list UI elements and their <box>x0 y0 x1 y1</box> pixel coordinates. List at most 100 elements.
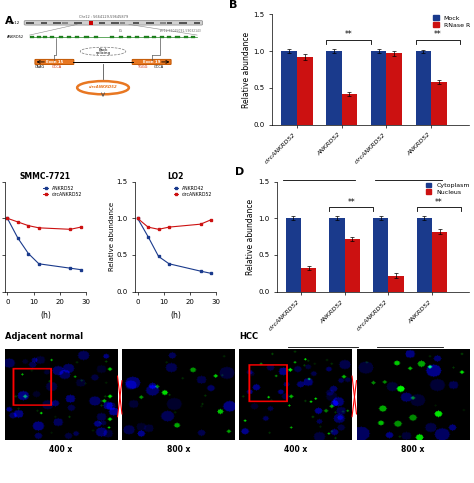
Bar <box>69 22 73 24</box>
Bar <box>326 51 342 125</box>
Bar <box>54 22 61 24</box>
Bar <box>191 36 195 38</box>
Bar <box>37 36 41 38</box>
Bar <box>126 22 132 24</box>
X-axis label: (h): (h) <box>40 311 51 320</box>
Bar <box>297 57 312 125</box>
Bar <box>106 22 110 24</box>
Bar <box>155 22 159 24</box>
Text: ANKRD52: ANKRD52 <box>7 35 24 39</box>
Text: 800 x: 800 x <box>401 445 425 454</box>
Bar <box>94 22 98 24</box>
Text: GCCA: GCCA <box>51 65 62 69</box>
Bar <box>152 36 156 38</box>
Bar <box>27 22 34 24</box>
Legend: ANKRD52, circANKRD52: ANKRD52, circANKRD52 <box>42 184 84 199</box>
Bar <box>83 22 89 24</box>
Bar <box>133 22 139 24</box>
Bar <box>388 275 404 292</box>
Bar <box>111 22 118 24</box>
Text: TGGG: TGGG <box>137 65 147 69</box>
Y-axis label: Relative abundance: Relative abundance <box>109 202 115 271</box>
Bar <box>329 218 345 292</box>
Bar <box>345 239 360 292</box>
Text: LO2: LO2 <box>403 355 417 362</box>
Text: B: B <box>229 0 237 10</box>
Bar <box>160 36 164 38</box>
Bar <box>281 51 297 125</box>
Text: HCC: HCC <box>239 331 258 341</box>
Text: Back: Back <box>98 48 108 52</box>
Text: **: ** <box>345 30 352 40</box>
Bar <box>194 22 200 24</box>
Text: Adjacent normal: Adjacent normal <box>5 331 83 341</box>
Bar <box>84 36 89 38</box>
Text: 400 x: 400 x <box>49 445 73 454</box>
Text: chr12:59025091-59032143: chr12:59025091-59032143 <box>160 29 201 33</box>
Bar <box>417 218 432 292</box>
Bar <box>127 36 131 38</box>
Bar <box>167 36 171 38</box>
Text: **: ** <box>347 198 355 207</box>
Text: SMMC-7721: SMMC-7721 <box>299 188 340 195</box>
X-axis label: (h): (h) <box>170 311 181 320</box>
Bar <box>342 94 357 125</box>
Text: D: D <box>235 167 244 177</box>
Text: chr12: chr12 <box>9 21 20 25</box>
Bar <box>179 22 187 24</box>
Bar <box>373 218 388 292</box>
Bar <box>110 36 114 38</box>
Text: circANKRD52: circANKRD52 <box>89 85 118 89</box>
Bar <box>286 218 301 292</box>
Bar <box>48 22 52 24</box>
Y-axis label: Relative abundance: Relative abundance <box>246 199 255 275</box>
Bar <box>50 36 55 38</box>
Bar <box>140 22 146 24</box>
Bar <box>43 36 47 38</box>
Bar <box>29 36 34 38</box>
Bar <box>188 22 193 24</box>
Text: A: A <box>5 16 14 26</box>
Bar <box>118 36 123 38</box>
Bar <box>89 21 93 25</box>
FancyBboxPatch shape <box>24 21 202 25</box>
Bar <box>35 22 40 24</box>
Text: LO2: LO2 <box>402 188 416 195</box>
Bar <box>146 22 154 24</box>
Bar <box>41 22 47 24</box>
Bar <box>145 36 148 38</box>
Bar <box>184 36 188 38</box>
Bar <box>99 22 105 24</box>
Legend: Cytoplasm, Nucleus: Cytoplasm, Nucleus <box>426 183 470 195</box>
Bar <box>416 51 431 125</box>
Bar <box>67 36 71 38</box>
Y-axis label: Relative abundance: Relative abundance <box>242 31 251 108</box>
Bar <box>94 36 98 38</box>
Title: SMMC-7721: SMMC-7721 <box>20 172 71 181</box>
Text: **: ** <box>435 198 443 207</box>
FancyBboxPatch shape <box>35 59 74 64</box>
Legend: ANKRD42, circANKRD52: ANKRD42, circANKRD52 <box>172 184 214 199</box>
Bar <box>301 268 316 292</box>
Bar <box>62 22 68 24</box>
Legend: Mock, RNase R: Mock, RNase R <box>433 15 470 28</box>
Bar <box>386 54 402 125</box>
Bar <box>90 22 93 24</box>
Bar <box>75 36 79 38</box>
Bar <box>74 22 82 24</box>
Text: 400 x: 400 x <box>284 445 307 454</box>
Text: Exon 19: Exon 19 <box>143 60 160 64</box>
Bar <box>135 36 139 38</box>
Text: 800 x: 800 x <box>167 445 190 454</box>
Text: Chr12 : 5664129-59645879: Chr12 : 5664129-59645879 <box>80 15 128 19</box>
Text: GCCA: GCCA <box>154 65 164 69</box>
Bar <box>431 82 447 125</box>
Bar <box>119 22 125 24</box>
Bar <box>432 231 447 292</box>
Text: SMMC-7721: SMMC-7721 <box>302 355 344 362</box>
Text: splicing: splicing <box>96 51 110 56</box>
Text: **: ** <box>434 30 442 40</box>
Text: IG: IG <box>118 29 122 33</box>
Text: Exon 15: Exon 15 <box>46 60 63 64</box>
Title: LO2: LO2 <box>167 172 184 181</box>
